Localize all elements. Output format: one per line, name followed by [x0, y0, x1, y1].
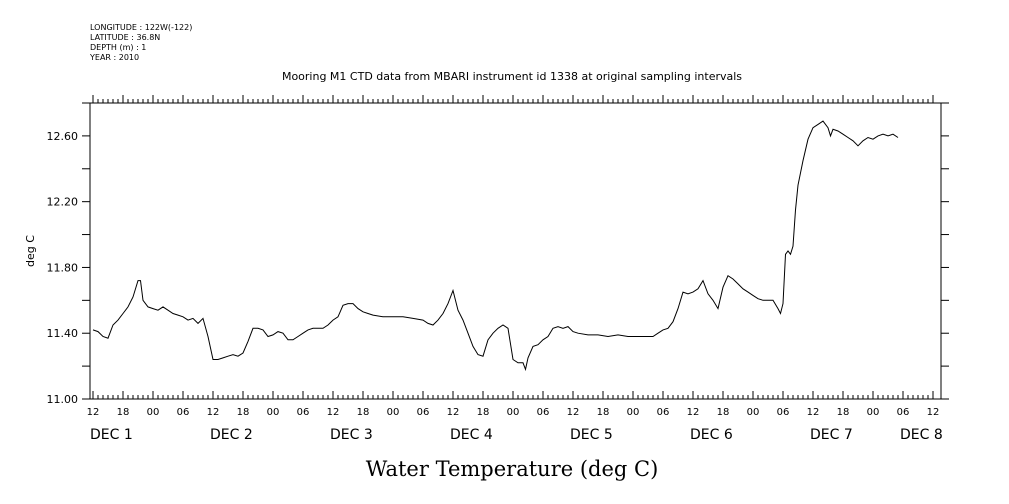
day-label: DEC 3: [330, 427, 373, 443]
x-tick-label: 06: [537, 407, 550, 418]
day-label: DEC 7: [810, 427, 853, 443]
day-label: DEC 6: [690, 427, 733, 443]
day-label: DEC 2: [210, 427, 253, 443]
axis-ticks: [82, 95, 949, 400]
x-tick-label: 12: [567, 407, 580, 418]
x-tick-label: 00: [387, 407, 400, 418]
x-tick-label: 12: [807, 407, 820, 418]
x-tick-labels: 12 18 00 06 12 18 00 06 12 18 00 06 12 18 00 06 12 18 00 06…: [87, 407, 940, 418]
x-tick-label: 06: [177, 407, 190, 418]
chart-title: Mooring M1 CTD data from MBARI instrumen…: [282, 70, 742, 83]
day-label: DEC 8: [900, 427, 943, 443]
day-labels: DEC 1 DEC 2 DEC 3 DEC 4 DEC 5 DEC 6 DEC 7 DEC 8: [90, 427, 943, 443]
x-tick-label: 00: [627, 407, 640, 418]
x-tick-label: 18: [237, 407, 250, 418]
x-tick-label: 06: [897, 407, 910, 418]
x-axis-label: Water Temperature (deg C): [366, 457, 659, 481]
day-label: DEC 4: [450, 427, 493, 443]
series-line-water-temperature: [92, 120, 899, 372]
y-tick-label: 12.60: [47, 130, 79, 143]
x-tick-label: 00: [747, 407, 760, 418]
x-tick-label: 18: [117, 407, 130, 418]
x-tick-label: 12: [447, 407, 460, 418]
meta-longitude: LONGITUDE : 122W(-122): [90, 23, 192, 32]
x-tick-label: 18: [837, 407, 850, 418]
meta-year: YEAR : 2010: [89, 53, 139, 62]
x-tick-label: 18: [357, 407, 370, 418]
x-tick-label: 12: [327, 407, 340, 418]
x-tick-label: 00: [267, 407, 280, 418]
plot-frame: [89, 102, 942, 400]
day-label: DEC 1: [90, 427, 133, 443]
x-tick-label: 18: [477, 407, 490, 418]
y-tick-label: 11.40: [47, 327, 79, 340]
y-tick-label: 11.00: [47, 393, 79, 406]
x-tick-label: 18: [597, 407, 610, 418]
day-label: DEC 5: [570, 427, 613, 443]
x-tick-label: 18: [717, 407, 730, 418]
x-tick-label: 06: [297, 407, 310, 418]
x-tick-label: 00: [507, 407, 520, 418]
x-tick-label: 00: [867, 407, 880, 418]
x-tick-label: 06: [657, 407, 670, 418]
metadata-block: LONGITUDE : 122W(-122) LATITUDE : 36.8N …: [89, 23, 192, 62]
y-axis-label: deg C: [24, 235, 37, 267]
meta-latitude: LATITUDE : 36.8N: [90, 33, 160, 42]
x-tick-label: 12: [687, 407, 700, 418]
meta-depth: DEPTH (m) : 1: [90, 43, 146, 52]
y-tick-labels: 11.00 11.40 11.80 12.20 12.60: [47, 130, 79, 406]
x-tick-label: 06: [777, 407, 790, 418]
y-tick-label: 11.80: [47, 261, 79, 274]
y-tick-label: 12.20: [47, 196, 79, 209]
x-tick-label: 00: [147, 407, 160, 418]
x-tick-label: 12: [207, 407, 220, 418]
x-tick-label: 06: [417, 407, 430, 418]
x-tick-label: 12: [87, 407, 100, 418]
x-tick-label: 12: [927, 407, 940, 418]
